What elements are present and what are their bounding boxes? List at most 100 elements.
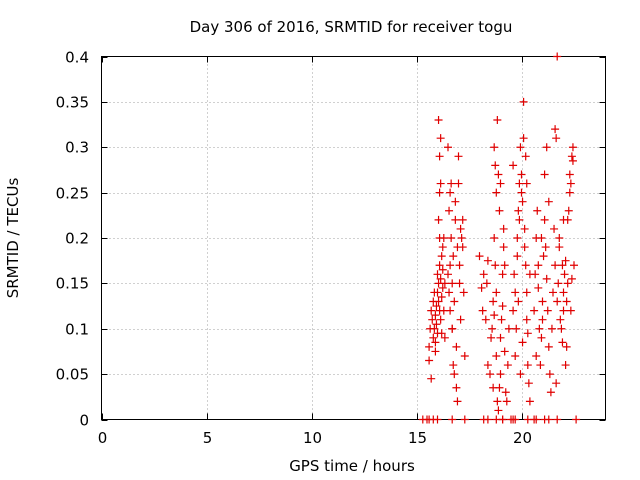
data-point: [502, 397, 511, 406]
data-point: [497, 315, 506, 324]
data-point: [446, 306, 455, 315]
x-tick-label: 10: [303, 429, 322, 447]
data-point: [512, 324, 521, 333]
data-point: [451, 215, 460, 224]
data-point: [515, 215, 524, 224]
data-point: [523, 361, 532, 370]
data-point: [436, 274, 445, 283]
data-point: [427, 306, 436, 315]
data-point: [431, 338, 440, 347]
data-point: [553, 415, 562, 424]
y-tick-label: 0.15: [56, 275, 89, 293]
y-tick-label: 0.05: [56, 366, 89, 384]
data-point: [543, 306, 552, 315]
data-point: [511, 415, 520, 424]
data-point: [532, 415, 541, 424]
data-point: [447, 234, 456, 242]
data-point: [559, 288, 568, 297]
data-point: [456, 224, 465, 233]
data-point: [487, 333, 496, 342]
data-point: [514, 206, 523, 215]
data-point: [433, 288, 442, 297]
data-point: [517, 188, 526, 197]
data-point: [537, 333, 546, 342]
data-point: [456, 315, 465, 324]
data-point: [448, 415, 457, 424]
data-point: [429, 333, 438, 342]
data-point: [540, 215, 549, 224]
x-tick-label: 0: [98, 429, 108, 447]
data-point: [566, 306, 575, 315]
data-point: [499, 243, 508, 252]
data-point: [544, 342, 553, 351]
data-point: [566, 179, 575, 188]
data-point: [499, 224, 508, 233]
data-point: [433, 270, 442, 279]
data-point: [477, 283, 486, 292]
data-point: [568, 156, 577, 165]
data-point: [437, 252, 446, 261]
data-point: [498, 415, 507, 424]
data-point: [538, 315, 547, 324]
data-point: [455, 279, 464, 288]
data-point: [447, 179, 456, 188]
data-point: [496, 179, 505, 188]
data-point: [567, 274, 576, 283]
data-point: [483, 415, 492, 424]
data-point: [492, 351, 501, 360]
data-point: [558, 261, 567, 270]
data-point: [522, 315, 531, 324]
data-point: [496, 370, 505, 379]
data-point: [492, 288, 501, 297]
data-point: [504, 324, 513, 333]
data-point: [479, 270, 488, 279]
data-point: [542, 274, 551, 283]
data-point: [425, 342, 434, 351]
data-point: [572, 415, 581, 424]
y-tick-label: 0.25: [56, 185, 89, 203]
data-point: [500, 347, 509, 356]
data-point: [434, 297, 443, 306]
x-tick-labels: 0 5 10 15 20: [98, 429, 532, 447]
data-point: [559, 215, 568, 224]
data-point: [498, 302, 507, 311]
data-point: [534, 261, 543, 270]
data-point: [511, 351, 520, 360]
data-point: [452, 342, 461, 351]
data-point: [482, 279, 491, 288]
data-point: [488, 324, 497, 333]
y-tick-label: 0.3: [65, 139, 89, 157]
data-point: [516, 370, 525, 379]
data-point: [496, 333, 505, 342]
data-point: [568, 143, 577, 152]
data-point: [440, 279, 449, 288]
data-point: [522, 179, 531, 188]
data-point: [486, 370, 494, 379]
data-point: [436, 134, 445, 143]
data-point: [552, 134, 561, 143]
data-point: [438, 283, 447, 292]
data-point: [437, 292, 446, 301]
axis-ticks: [101, 56, 606, 421]
data-point: [565, 188, 574, 197]
data-point: [455, 261, 464, 270]
data-point: [515, 179, 524, 188]
data-point: [561, 361, 570, 370]
data-point: [547, 324, 556, 333]
data-point: [509, 161, 518, 170]
data-point: [435, 261, 444, 270]
data-point: [521, 261, 530, 270]
data-point: [516, 143, 525, 152]
data-point: [540, 170, 549, 179]
data-point: [460, 415, 469, 424]
data-point: [521, 152, 530, 161]
data-point: [533, 206, 542, 215]
data-point: [559, 306, 568, 315]
data-point: [510, 270, 519, 279]
data-point: [432, 320, 441, 329]
chart-title: Day 306 of 2016, SRMTID for receiver tog…: [190, 18, 513, 36]
data-point: [494, 406, 503, 415]
data-point: [490, 143, 499, 152]
y-tick-label: 0.2: [65, 230, 89, 248]
data-point: [550, 224, 559, 233]
